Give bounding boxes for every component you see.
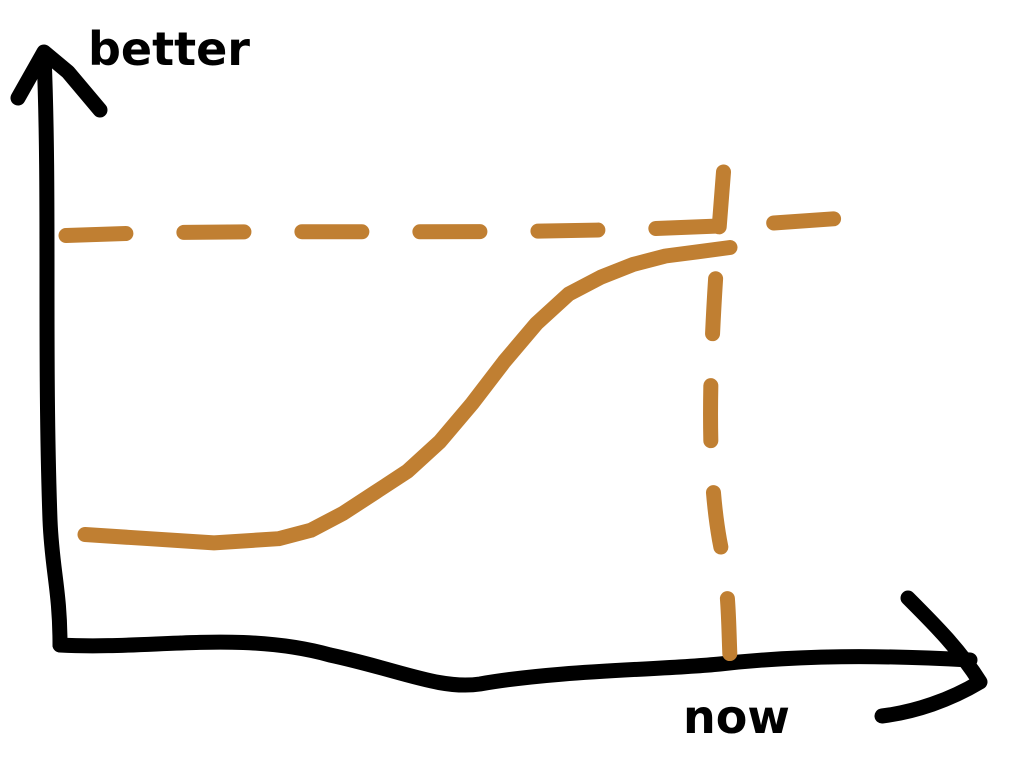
x-marker-label: now bbox=[683, 690, 790, 744]
y-axis-label: better bbox=[88, 22, 250, 76]
y-axis bbox=[36, 47, 68, 653]
data-curve bbox=[77, 240, 738, 551]
x-axis-arrowhead bbox=[874, 590, 988, 724]
horizontal-reference-line bbox=[58, 210, 858, 243]
x-axis bbox=[52, 634, 978, 693]
vertical-reference-line bbox=[703, 164, 739, 686]
y-axis-arrowhead bbox=[10, 44, 108, 118]
